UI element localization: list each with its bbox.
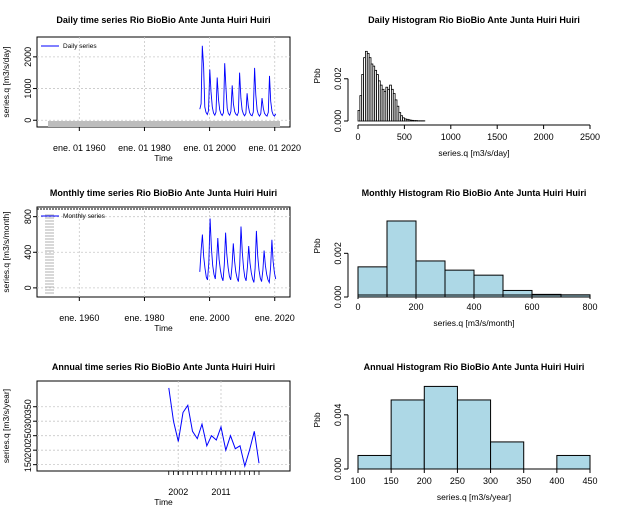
histogram-bar — [386, 220, 417, 298]
y-tick-label: 0.002 — [333, 68, 343, 91]
histogram-bar — [456, 399, 492, 470]
chart-title: Annual time series Rio BioBio Ante Junta… — [52, 362, 275, 372]
y-tick-label: 0.004 — [333, 404, 343, 427]
x-tick-label: ene. 2020 — [255, 313, 295, 323]
x-minor-ticks — [168, 471, 260, 475]
histogram-bar — [357, 266, 388, 298]
series-line — [168, 387, 260, 469]
y-tick-label: 400 — [23, 245, 33, 260]
y-axis-label: series.q [m3/s/month] — [1, 211, 11, 292]
y-tick-label: 0.000 — [333, 110, 343, 133]
x-tick-label: ene. 01 2000 — [183, 143, 236, 153]
series-line — [199, 45, 277, 118]
x-tick-label: 150 — [384, 476, 399, 486]
x-tick-label: 300 — [483, 476, 498, 486]
histogram-bar — [502, 289, 533, 298]
time-rug — [45, 214, 54, 294]
y-tick-label: 250 — [23, 428, 33, 443]
x-axis-label: Time — [154, 497, 173, 507]
x-tick-label: 100 — [350, 476, 365, 486]
histogram-bar — [415, 260, 446, 298]
histogram-bar — [556, 454, 591, 470]
x-tick-label: ene. 01 2020 — [248, 143, 301, 153]
y-tick-label: 0.002 — [333, 242, 343, 265]
x-tick-label: ene. 01 1980 — [118, 143, 171, 153]
chart-title: Monthly Histogram Rio BioBio Ante Junta … — [362, 188, 587, 198]
y-axis-label: series.q [m3/s/day] — [1, 46, 11, 117]
x-axis-label: series.q [m3/s/month] — [433, 318, 514, 328]
plot-frame — [36, 36, 291, 128]
y-tick-label: 0.000 — [333, 286, 343, 309]
legend-label: Daily series — [63, 43, 97, 50]
x-tick-label: 450 — [582, 476, 597, 486]
y-tick-label: 800 — [23, 209, 33, 224]
series-line — [199, 218, 277, 285]
x-tick-label: 1000 — [441, 132, 461, 142]
chart-title: Annual Histogram Rio BioBio Ante Junta H… — [364, 362, 585, 372]
x-tick-label: 1500 — [487, 132, 507, 142]
histogram-bar — [357, 454, 392, 470]
x-tick-label: 250 — [450, 476, 465, 486]
x-tick-label: ene. 01 1960 — [53, 143, 106, 153]
y-tick-label: 150 — [23, 457, 33, 472]
x-tick-label: 0 — [355, 302, 360, 312]
x-tick-label: 2011 — [211, 487, 230, 497]
x-tick-label: 400 — [549, 476, 564, 486]
x-tick-label: 800 — [582, 302, 597, 312]
x-tick-label: 500 — [397, 132, 412, 142]
x-tick-label: 2002 — [168, 487, 188, 497]
x-tick-label: 600 — [524, 302, 539, 312]
y-tick-label: 2000 — [23, 47, 33, 67]
y-axis-label: Pbb — [312, 238, 322, 253]
y-tick-label: 0.000 — [333, 458, 343, 481]
histogram-bar — [490, 441, 525, 470]
x-tick-label: 2500 — [580, 132, 600, 142]
x-axis-label: series.q [m3/s/year] — [437, 492, 511, 502]
y-axis-label: Pbb — [312, 412, 322, 427]
chart-title: Monthly time series Rio BioBio Ante Junt… — [50, 188, 277, 198]
y-axis-label: series.q [m3/s/year] — [1, 389, 11, 463]
y-tick-label: 0 — [23, 285, 33, 290]
x-tick-label: 2000 — [534, 132, 554, 142]
histogram-bar — [423, 385, 458, 470]
y-tick-label: 350 — [23, 399, 33, 414]
y-tick-label: 200 — [23, 443, 33, 458]
histogram-bar — [390, 399, 425, 470]
y-axis-label: Pbb — [312, 68, 322, 83]
x-tick-label: 400 — [466, 302, 481, 312]
x-axis-label: series.q [m3/s/day] — [438, 148, 509, 158]
x-tick-label: 350 — [516, 476, 531, 486]
time-rug — [48, 121, 280, 127]
legend-label: Monthly series — [63, 213, 106, 220]
x-tick-label: 0 — [355, 132, 360, 142]
histogram-bar — [444, 269, 475, 298]
x-tick-label: ene. 2000 — [190, 313, 230, 323]
x-axis-label: Time — [154, 153, 173, 163]
y-tick-label: 1000 — [23, 79, 33, 99]
x-axis-label: Time — [154, 323, 173, 333]
x-tick-label: ene. 1960 — [59, 313, 99, 323]
x-tick-label: 200 — [417, 476, 432, 486]
chart-title: Daily Histogram Rio BioBio Ante Junta Hu… — [368, 15, 580, 25]
chart-title: Daily time series Rio BioBio Ante Junta … — [56, 15, 270, 25]
plot-frame — [36, 380, 291, 472]
y-tick-label: 300 — [23, 414, 33, 429]
x-tick-label: ene. 1980 — [124, 313, 164, 323]
histogram-bar — [473, 274, 504, 298]
y-tick-label: 0 — [23, 118, 33, 123]
x-tick-label: 200 — [408, 302, 423, 312]
